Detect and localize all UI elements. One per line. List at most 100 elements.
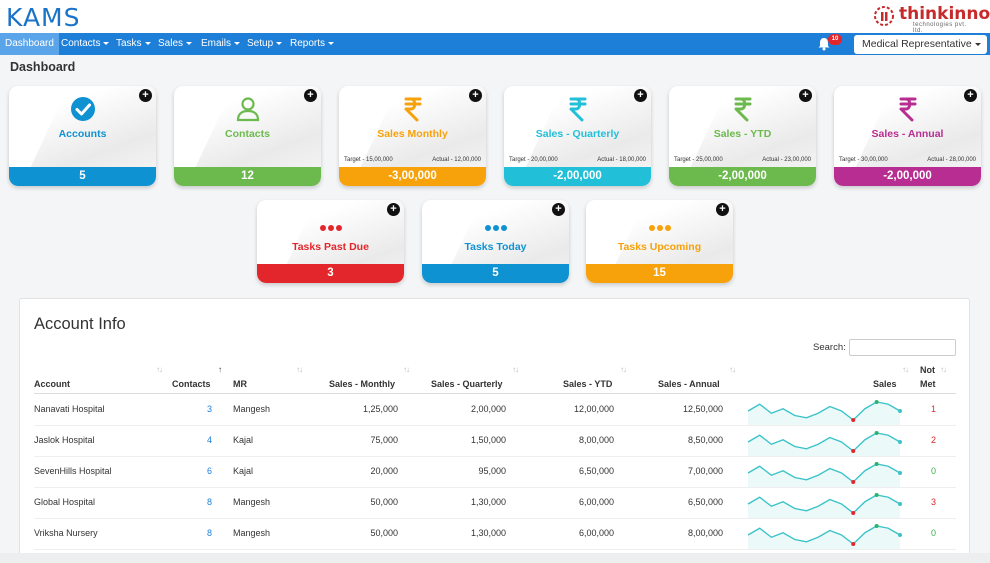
sales-sparkline[interactable] <box>745 397 905 425</box>
sort-icon[interactable]: ↑↓ <box>156 365 163 374</box>
sort-icon[interactable]: ↑↓ <box>729 365 736 374</box>
add-sale-icon[interactable]: + <box>964 89 977 102</box>
card-tasks-today[interactable]: + Tasks Today 5 <box>422 200 569 283</box>
card-target: Target - 30,00,000 <box>839 157 888 163</box>
cell-sales-ytd: 6,00,000 <box>578 528 614 538</box>
col-mr[interactable]: MR <box>233 379 247 389</box>
cell-contacts[interactable]: 8 <box>206 528 212 538</box>
search-label: Search: <box>813 342 846 353</box>
cell-contacts[interactable]: 4 <box>206 435 212 445</box>
nav-dashboard[interactable]: Dashboard <box>0 33 59 55</box>
col-not-met-line1[interactable]: Not <box>920 365 935 375</box>
cell-not-met: 3 <box>931 497 937 507</box>
sales-sparkline[interactable] <box>745 459 905 487</box>
cell-sales-ytd: 6,00,000 <box>578 497 614 507</box>
cell-sales-ytd: 6,50,000 <box>578 466 614 476</box>
card-sales-ytd[interactable]: + Sales - YTD Target - 25,00,000 Actual … <box>669 86 816 186</box>
nav-contacts[interactable]: Contacts <box>56 33 114 55</box>
nav-sales[interactable]: Sales <box>153 33 197 55</box>
sparkline-low-point <box>851 511 856 515</box>
sales-sparkline[interactable] <box>745 428 905 456</box>
card-value: 15 <box>586 264 733 283</box>
cell-sales-monthly: 1,25,000 <box>362 404 398 414</box>
col-sales[interactable]: Sales <box>873 379 897 389</box>
main-nav: Dashboard Contacts Tasks Sales Emails Se… <box>0 33 990 55</box>
account-info-panel: Account Info Search: Account ↑↓ Contacts… <box>19 298 970 563</box>
card-accounts[interactable]: + Accounts 5 <box>9 86 156 186</box>
nav-label: Emails <box>201 38 232 49</box>
sparkline-low-point <box>851 542 856 546</box>
caret-down-icon <box>186 41 193 45</box>
cell-not-met: 0 <box>931 528 937 538</box>
search-input[interactable] <box>849 339 956 356</box>
cell-account: Vriksha Nursery <box>34 528 98 538</box>
add-sale-icon[interactable]: + <box>799 89 812 102</box>
add-task-icon[interactable]: + <box>552 203 565 216</box>
sort-icon[interactable]: ↑↓ <box>902 365 909 374</box>
card-sales-quarterly[interactable]: + Sales - Quarterly Target - 20,00,000 A… <box>504 86 651 186</box>
cell-sales-quarterly: 1,50,000 <box>470 435 506 445</box>
app-header: KAMS thinkinno technologies pvt. ltd. <box>0 0 990 34</box>
cell-contacts[interactable]: 8 <box>206 497 212 507</box>
col-not-met-line2[interactable]: Met <box>920 379 936 389</box>
sort-icon[interactable]: ↑↓ <box>403 365 410 374</box>
table-row[interactable]: SevenHills Hospital 6 Kajal 20,000 95,000 6,5… <box>34 457 956 488</box>
bell-icon[interactable] <box>817 37 831 51</box>
sort-icon[interactable]: ↑↓ <box>620 365 627 374</box>
table-row[interactable]: Nanavati Hospital 3 Mangesh 1,25,000 2,00,00… <box>34 395 956 426</box>
sales-sparkline[interactable] <box>745 490 905 518</box>
card-sales-monthly[interactable]: + Sales Monthly Target - 15,00,000 Actua… <box>339 86 486 186</box>
add-task-icon[interactable]: + <box>716 203 729 216</box>
card-sales-annual[interactable]: + Sales - Annual Target - 30,00,000 Actu… <box>834 86 981 186</box>
nav-label: Sales <box>158 38 184 49</box>
col-sales-annual[interactable]: Sales - Annual <box>658 379 720 389</box>
nav-emails[interactable]: Emails <box>196 33 245 55</box>
col-contacts[interactable]: Contacts <box>172 379 211 389</box>
card-label: Sales - Annual <box>871 128 944 140</box>
cell-account: Nanavati Hospital <box>34 404 105 414</box>
card-value: -3,00,000 <box>339 167 486 186</box>
table-row[interactable]: Global Hospital 8 Mangesh 50,000 1,30,000 6,0… <box>34 488 956 519</box>
col-sales-quarterly[interactable]: Sales - Quarterly <box>431 379 503 389</box>
sort-icon[interactable]: ↑↓ <box>296 365 303 374</box>
nav-setup[interactable]: Setup <box>242 33 287 55</box>
add-sale-icon[interactable]: + <box>469 89 482 102</box>
card-tasks-upcoming[interactable]: + Tasks Upcoming 15 <box>586 200 733 283</box>
cell-mr: Mangesh <box>233 404 271 414</box>
card-actual: Actual - 12,00,000 <box>432 157 481 163</box>
cell-account: Jaslok Hospital <box>34 435 95 445</box>
cell-mr: Mangesh <box>233 528 271 538</box>
cell-sales-annual: 7,00,000 <box>687 466 723 476</box>
card-contacts[interactable]: + Contacts 12 <box>174 86 321 186</box>
card-tasks-past-due[interactable]: + Tasks Past Due 3 <box>257 200 404 283</box>
app-logo[interactable]: KAMS <box>6 3 81 32</box>
dots-icon <box>484 218 508 236</box>
cell-sales-monthly: 20,000 <box>370 466 398 476</box>
sort-icon[interactable]: ↑↓ <box>512 365 519 374</box>
col-sales-monthly[interactable]: Sales - Monthly <box>329 379 396 389</box>
col-account[interactable]: Account <box>34 379 70 389</box>
col-sales-ytd[interactable]: Sales - YTD <box>563 379 613 389</box>
add-task-icon[interactable]: + <box>387 203 400 216</box>
sales-sparkline[interactable] <box>745 521 905 549</box>
add-sale-icon[interactable]: + <box>634 89 647 102</box>
table-row[interactable]: Vriksha Nursery 8 Mangesh 50,000 1,30,000 6,0… <box>34 519 956 550</box>
rupee-icon <box>734 97 751 122</box>
nav-label: Contacts <box>61 38 101 49</box>
cell-not-met: 0 <box>931 466 937 476</box>
sparkline-last-point <box>898 502 902 506</box>
table-row[interactable]: Jaslok Hospital 4 Kajal 75,000 1,50,000 8,00,… <box>34 426 956 457</box>
role-select[interactable]: Medical Representative <box>854 35 987 54</box>
nav-tasks[interactable]: Tasks <box>111 33 156 55</box>
sort-asc-icon[interactable]: ↑ <box>218 365 222 374</box>
add-account-icon[interactable]: + <box>139 89 152 102</box>
add-contact-icon[interactable]: + <box>304 89 317 102</box>
cell-contacts[interactable]: 3 <box>206 404 212 414</box>
page-title: Dashboard <box>10 60 76 74</box>
nav-reports[interactable]: Reports <box>285 33 339 55</box>
brand-tagline: technologies pvt. ltd. <box>913 22 967 34</box>
cell-contacts[interactable]: 6 <box>206 466 212 476</box>
sparkline-area <box>748 402 900 425</box>
company-logo: thinkinno technologies pvt. ltd. <box>873 4 990 34</box>
sort-icon[interactable]: ↑↓ <box>940 365 947 374</box>
